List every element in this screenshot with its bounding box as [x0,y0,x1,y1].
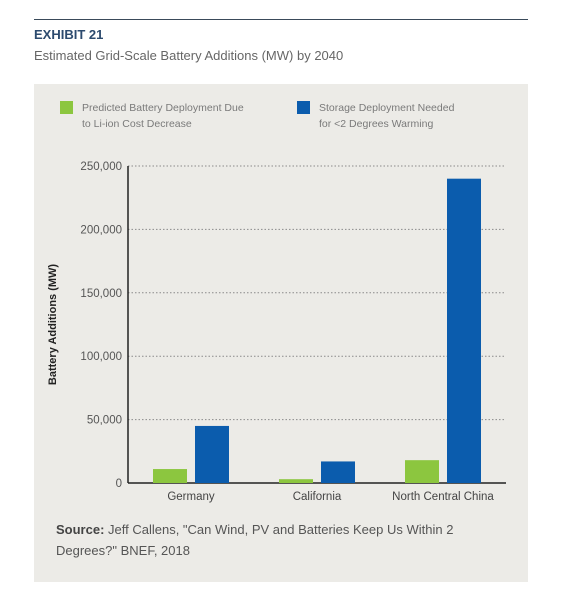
chart-subtitle: Estimated Grid-Scale Battery Additions (… [34,48,344,63]
y-axis-title: Battery Additions (MW) [47,264,59,386]
x-category-label: North Central China [392,491,494,503]
source-label: Source: [56,522,105,537]
bar-predicted [405,460,439,483]
y-tick-label: 50,000 [87,415,122,427]
source-text: Jeff Callens, "Can Wind, PV and Batterie… [56,522,454,558]
y-tick-label: 0 [116,478,122,490]
bar-needed [195,425,229,483]
legend-line: Storage Deployment Needed [319,102,455,114]
x-category-label: Germany [167,491,215,503]
bar-needed [321,461,355,483]
y-tick-label: 200,000 [80,224,122,236]
y-tick-label: 100,000 [80,351,122,363]
y-tick-label: 250,000 [80,161,122,173]
y-tick-label: 150,000 [80,288,122,300]
legend-line: for <2 Degrees Warming [319,118,434,130]
legend-item-predicted: Predicted Battery Deployment Due to Li-i… [60,100,280,132]
legend-item-needed: Storage Deployment Needed for <2 Degrees… [297,100,512,132]
exhibit-label: EXHIBIT 21 [34,27,104,42]
source-note: Source: Jeff Callens, "Can Wind, PV and … [56,519,506,561]
bar-predicted [153,469,187,483]
bar-predicted [279,479,313,483]
bar-needed [447,178,481,483]
top-rule [34,19,528,20]
legend-text: Storage Deployment Needed for <2 Degrees… [319,100,454,132]
x-category-label: California [293,491,342,503]
chart-panel [34,84,528,582]
legend-swatch-blue [297,101,310,114]
legend-text: Predicted Battery Deployment Due to Li-i… [82,100,244,132]
legend-line: to Li-ion Cost Decrease [82,118,192,130]
legend-line: Predicted Battery Deployment Due [82,102,244,114]
legend-swatch-green [60,101,73,114]
